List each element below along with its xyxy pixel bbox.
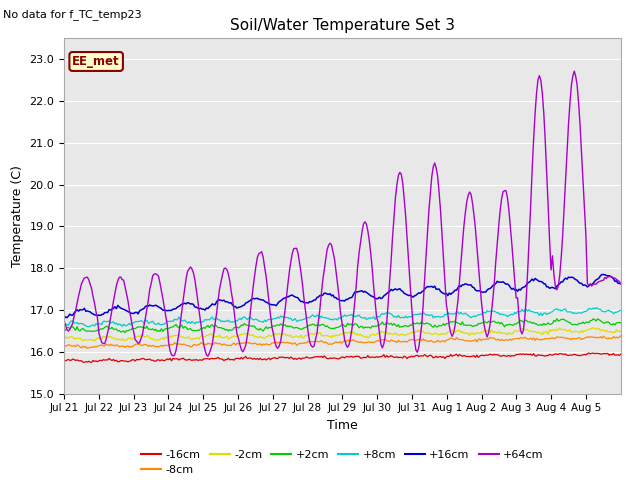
-16cm <box>98 358 106 364</box>
Line: -8cm: -8cm <box>64 336 621 348</box>
-16cm <box>60 358 68 363</box>
+8cm <box>60 321 68 327</box>
+64cm <box>616 278 623 284</box>
+8cm <box>541 310 549 316</box>
Line: +8cm: +8cm <box>64 308 621 327</box>
+8cm <box>79 321 87 326</box>
-16cm <box>585 350 593 356</box>
-16cm <box>79 360 87 365</box>
Legend: -16cm, -8cm, -2cm, +2cm, +8cm, +16cm, +64cm: -16cm, -8cm, -2cm, +2cm, +8cm, +16cm, +6… <box>137 445 548 480</box>
Title: Soil/Water Temperature Set 3: Soil/Water Temperature Set 3 <box>230 18 455 33</box>
Y-axis label: Temperature (C): Temperature (C) <box>11 165 24 267</box>
-2cm <box>60 336 68 342</box>
-2cm <box>589 324 597 330</box>
+64cm <box>458 242 466 248</box>
-16cm <box>617 351 625 357</box>
-2cm <box>98 336 106 341</box>
-2cm <box>617 329 625 335</box>
+2cm <box>97 326 104 332</box>
+8cm <box>617 308 625 313</box>
+16cm <box>614 280 621 286</box>
+16cm <box>97 312 104 318</box>
+8cm <box>616 308 623 313</box>
+64cm <box>204 353 212 359</box>
+16cm <box>540 281 548 287</box>
-8cm <box>614 335 621 341</box>
-8cm <box>617 333 625 339</box>
+16cm <box>617 281 625 287</box>
+8cm <box>458 311 466 317</box>
+16cm <box>457 284 465 289</box>
+2cm <box>60 327 68 333</box>
+2cm <box>541 322 549 328</box>
-16cm <box>541 353 549 359</box>
+8cm <box>85 324 93 330</box>
X-axis label: Time: Time <box>327 419 358 432</box>
+2cm <box>616 320 623 325</box>
-8cm <box>79 343 87 349</box>
Line: +64cm: +64cm <box>64 71 621 356</box>
-8cm <box>83 346 91 351</box>
+2cm <box>121 330 129 336</box>
+64cm <box>97 336 104 341</box>
-8cm <box>458 337 466 343</box>
+16cm <box>60 316 68 322</box>
-2cm <box>541 329 549 335</box>
+16cm <box>79 307 87 312</box>
-16cm <box>458 353 466 359</box>
+8cm <box>348 312 356 317</box>
+64cm <box>79 278 87 284</box>
+64cm <box>541 137 549 143</box>
-16cm <box>88 360 95 365</box>
+64cm <box>60 318 68 324</box>
+2cm <box>79 325 87 331</box>
-2cm <box>79 338 87 344</box>
Line: -16cm: -16cm <box>64 353 621 362</box>
+2cm <box>348 322 356 327</box>
Line: +2cm: +2cm <box>64 319 621 333</box>
-2cm <box>458 329 466 335</box>
-2cm <box>348 331 356 336</box>
+16cm <box>600 272 607 277</box>
-8cm <box>541 336 549 341</box>
+2cm <box>617 320 625 326</box>
-16cm <box>616 353 623 359</box>
+2cm <box>458 319 466 325</box>
Text: No data for f_TC_temp23: No data for f_TC_temp23 <box>3 9 142 20</box>
Line: -2cm: -2cm <box>64 327 621 341</box>
+64cm <box>348 327 356 333</box>
+2cm <box>553 316 561 322</box>
Text: EE_met: EE_met <box>72 55 120 68</box>
+8cm <box>98 322 106 327</box>
+64cm <box>617 281 625 287</box>
Line: +16cm: +16cm <box>64 275 621 319</box>
-8cm <box>60 344 68 350</box>
-2cm <box>616 328 623 334</box>
+16cm <box>346 295 354 300</box>
-16cm <box>348 354 356 360</box>
-8cm <box>348 337 356 343</box>
-8cm <box>98 342 106 348</box>
+8cm <box>592 305 600 311</box>
+64cm <box>570 68 578 74</box>
-2cm <box>91 338 99 344</box>
